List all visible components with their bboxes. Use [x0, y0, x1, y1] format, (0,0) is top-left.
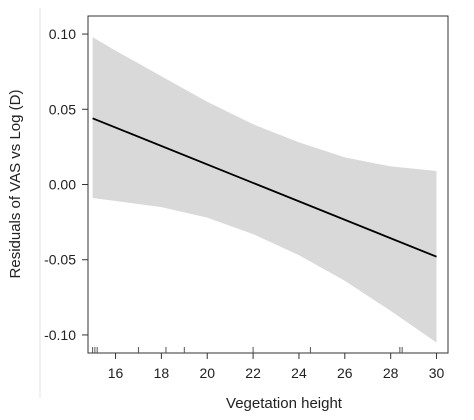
axes: 16 18 20 22 24 26 28 30 -0.10 -0.05 0.00 0.05 0.10	[44, 15, 449, 381]
y-axis-title: Residuals of VAS vs Log (D)	[7, 90, 24, 279]
y-tick-label: 0.10	[49, 26, 76, 42]
x-tick-label: 30	[429, 365, 445, 381]
y-tick-label: 0.05	[49, 101, 76, 117]
x-axis-title: Vegetation height	[226, 395, 343, 412]
x-tick-label: 16	[108, 365, 124, 381]
fitted-line	[92, 117, 437, 258]
y-tick-label: -0.05	[44, 252, 76, 268]
x-tick-label: 28	[383, 365, 399, 381]
y-tick-label: 0.00	[49, 177, 76, 193]
x-tick-label: 20	[199, 365, 215, 381]
confidence-band	[92, 37, 437, 343]
x-tick-label: 18	[154, 365, 170, 381]
y-tick-label: -0.10	[44, 327, 76, 343]
plot-area	[92, 37, 437, 343]
x-tick-label: 24	[291, 365, 307, 381]
x-tick-label: 26	[337, 365, 353, 381]
x-tick-label: 22	[245, 365, 261, 381]
